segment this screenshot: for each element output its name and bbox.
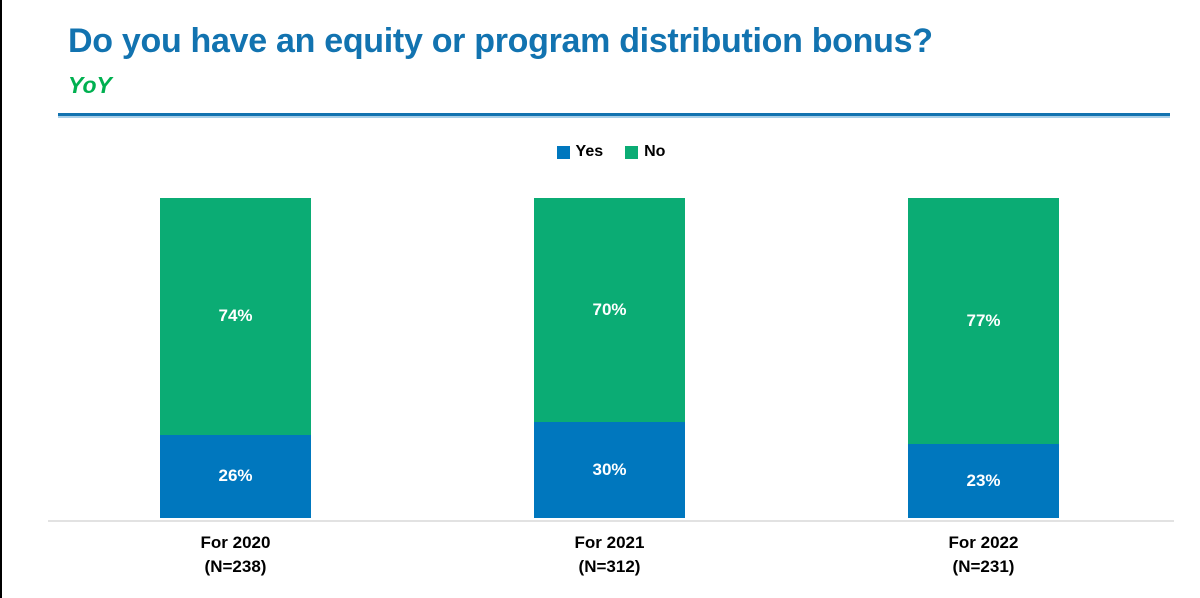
bar-segment-no-for-2021: 70% — [534, 198, 685, 422]
chart-legend: Yes No — [48, 143, 1174, 161]
bar-segment-no-for-2022: 77% — [908, 198, 1059, 445]
slide-left-border — [0, 0, 2, 598]
x-axis-category-for-2021: For 2021 — [574, 533, 645, 552]
chart-subtitle: YoY — [68, 72, 112, 98]
x-axis-line — [48, 520, 1174, 522]
legend-swatch-no — [625, 145, 639, 159]
bar-label-no-for-2020: 74% — [218, 306, 253, 326]
chart-title: Do you have an equity or program distrib… — [68, 22, 933, 60]
bar-segment-yes-for-2020: 26% — [160, 434, 311, 518]
x-axis-n-for-2022: (N=231) — [952, 557, 1015, 576]
x-axis-n-for-2020: (N=238) — [204, 557, 267, 576]
x-axis-n-for-2021: (N=312) — [578, 557, 641, 576]
x-axis-label-for-2022: For 2022 (N=231) — [894, 531, 1074, 579]
x-axis-label-for-2020: For 2020 (N=238) — [146, 531, 326, 579]
bar-for-2022: 77% 23% — [908, 198, 1059, 518]
bar-label-yes-for-2021: 30% — [592, 460, 627, 479]
bar-segment-no-for-2020: 74% — [160, 198, 311, 435]
bar-label-no-for-2022: 77% — [966, 311, 1001, 331]
bar-label-yes-for-2022: 23% — [966, 471, 1001, 491]
x-axis-category-for-2022: For 2022 — [948, 533, 1019, 552]
bar-segment-yes-for-2022: 23% — [908, 444, 1059, 518]
title-divider-line — [58, 113, 1170, 116]
legend-label-yes: Yes — [575, 143, 604, 160]
bar-for-2020: 74% 26% — [160, 198, 311, 518]
legend-item-yes: Yes — [556, 143, 604, 161]
bar-label-yes-for-2020: 26% — [218, 466, 253, 486]
bar-for-2021: 70% 30% — [534, 198, 685, 518]
bar-segment-yes-for-2021: 30% — [534, 422, 685, 518]
legend-item-no: No — [625, 143, 665, 161]
x-axis-category-for-2020: For 2020 — [200, 533, 271, 552]
bar-label-no-for-2021: 70% — [592, 300, 627, 319]
legend-swatch-yes — [556, 145, 570, 159]
x-axis-label-for-2021: For 2021 (N=312) — [520, 531, 700, 579]
legend-label-no: No — [644, 143, 666, 160]
